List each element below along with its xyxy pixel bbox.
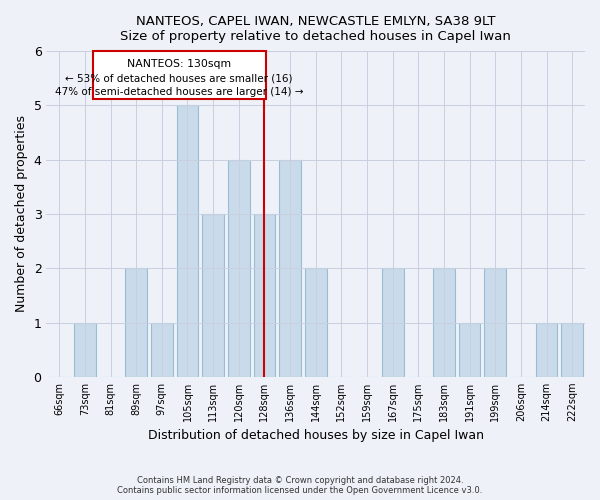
Bar: [536, 322, 557, 377]
Bar: [151, 322, 173, 377]
Bar: [561, 322, 583, 377]
Bar: [458, 322, 481, 377]
Bar: [228, 160, 250, 377]
Text: ← 53% of detached houses are smaller (16): ← 53% of detached houses are smaller (16…: [65, 74, 293, 84]
Text: NANTEOS: 130sqm: NANTEOS: 130sqm: [127, 58, 231, 68]
Bar: [202, 214, 224, 377]
Bar: [74, 322, 96, 377]
Bar: [484, 268, 506, 377]
X-axis label: Distribution of detached houses by size in Capel Iwan: Distribution of detached houses by size …: [148, 430, 484, 442]
Text: 47% of semi-detached houses are larger (14) →: 47% of semi-detached houses are larger (…: [55, 88, 304, 98]
Bar: [305, 268, 326, 377]
Text: Contains HM Land Registry data © Crown copyright and database right 2024.
Contai: Contains HM Land Registry data © Crown c…: [118, 476, 482, 495]
Bar: [254, 214, 275, 377]
Bar: [125, 268, 147, 377]
Bar: [382, 268, 404, 377]
FancyBboxPatch shape: [92, 51, 266, 99]
Bar: [279, 160, 301, 377]
Title: NANTEOS, CAPEL IWAN, NEWCASTLE EMLYN, SA38 9LT
Size of property relative to deta: NANTEOS, CAPEL IWAN, NEWCASTLE EMLYN, SA…: [120, 15, 511, 43]
Bar: [433, 268, 455, 377]
Bar: [176, 106, 199, 377]
Y-axis label: Number of detached properties: Number of detached properties: [15, 116, 28, 312]
